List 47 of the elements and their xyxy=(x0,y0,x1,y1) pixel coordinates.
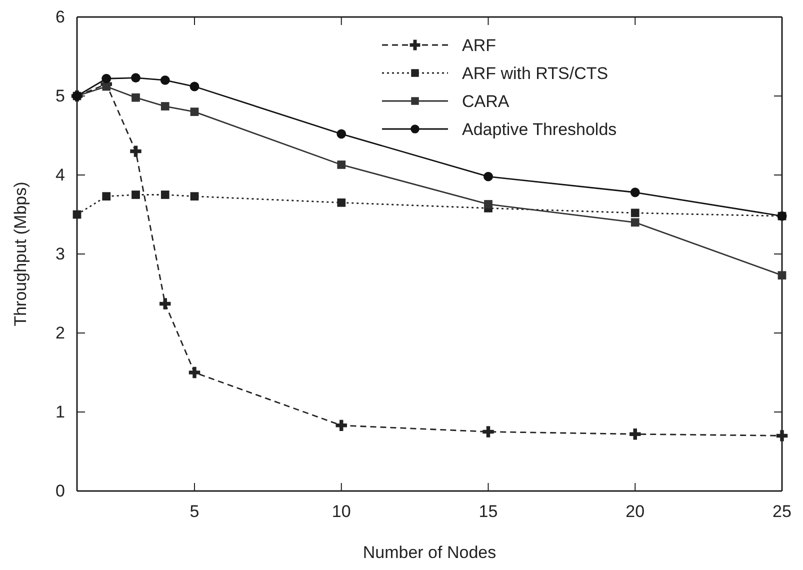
point xyxy=(630,428,641,440)
point xyxy=(132,190,140,199)
point xyxy=(776,430,788,442)
point xyxy=(160,102,170,110)
x-tick-label: 5 xyxy=(190,502,200,522)
point xyxy=(190,82,200,92)
y-tick-label: 5 xyxy=(56,86,65,106)
point xyxy=(132,93,140,102)
x-tick-label: 10 xyxy=(332,502,351,522)
x-axis-title: Number of Nodes xyxy=(362,543,496,562)
point xyxy=(188,366,200,378)
point xyxy=(630,218,640,227)
point xyxy=(160,75,170,85)
x-tick-label: 15 xyxy=(478,502,498,522)
legend-label: CARA xyxy=(462,92,510,111)
point xyxy=(336,420,347,432)
point xyxy=(102,74,112,84)
y-tick-label: 0 xyxy=(56,481,65,500)
point xyxy=(630,188,640,198)
point xyxy=(160,190,170,199)
point xyxy=(190,108,199,116)
point xyxy=(160,298,171,310)
y-tick-label: 2 xyxy=(56,323,65,342)
point xyxy=(102,82,111,91)
y-axis-title: Throughput (Mbps) xyxy=(11,182,30,326)
legend-label: Adaptive Thresholds xyxy=(462,120,617,139)
point xyxy=(131,73,140,83)
point xyxy=(72,210,82,219)
point xyxy=(630,208,640,218)
point xyxy=(482,426,494,438)
y-tick-label: 3 xyxy=(56,244,65,264)
point xyxy=(484,172,493,182)
point xyxy=(336,129,346,139)
y-tick-label: 6 xyxy=(56,7,65,26)
legend-label: ARF xyxy=(462,36,496,55)
x-tick-label: 20 xyxy=(626,502,645,522)
point xyxy=(778,271,786,280)
x-tick-label: 25 xyxy=(772,502,792,522)
legend-label: ARF with RTS/CTS xyxy=(462,64,608,83)
point xyxy=(484,200,492,208)
point xyxy=(102,192,111,201)
point xyxy=(337,160,346,169)
y-tick-label: 1 xyxy=(56,402,65,422)
point xyxy=(130,146,142,157)
point xyxy=(190,192,199,201)
point xyxy=(337,198,346,207)
y-tick-label: 4 xyxy=(56,165,65,184)
